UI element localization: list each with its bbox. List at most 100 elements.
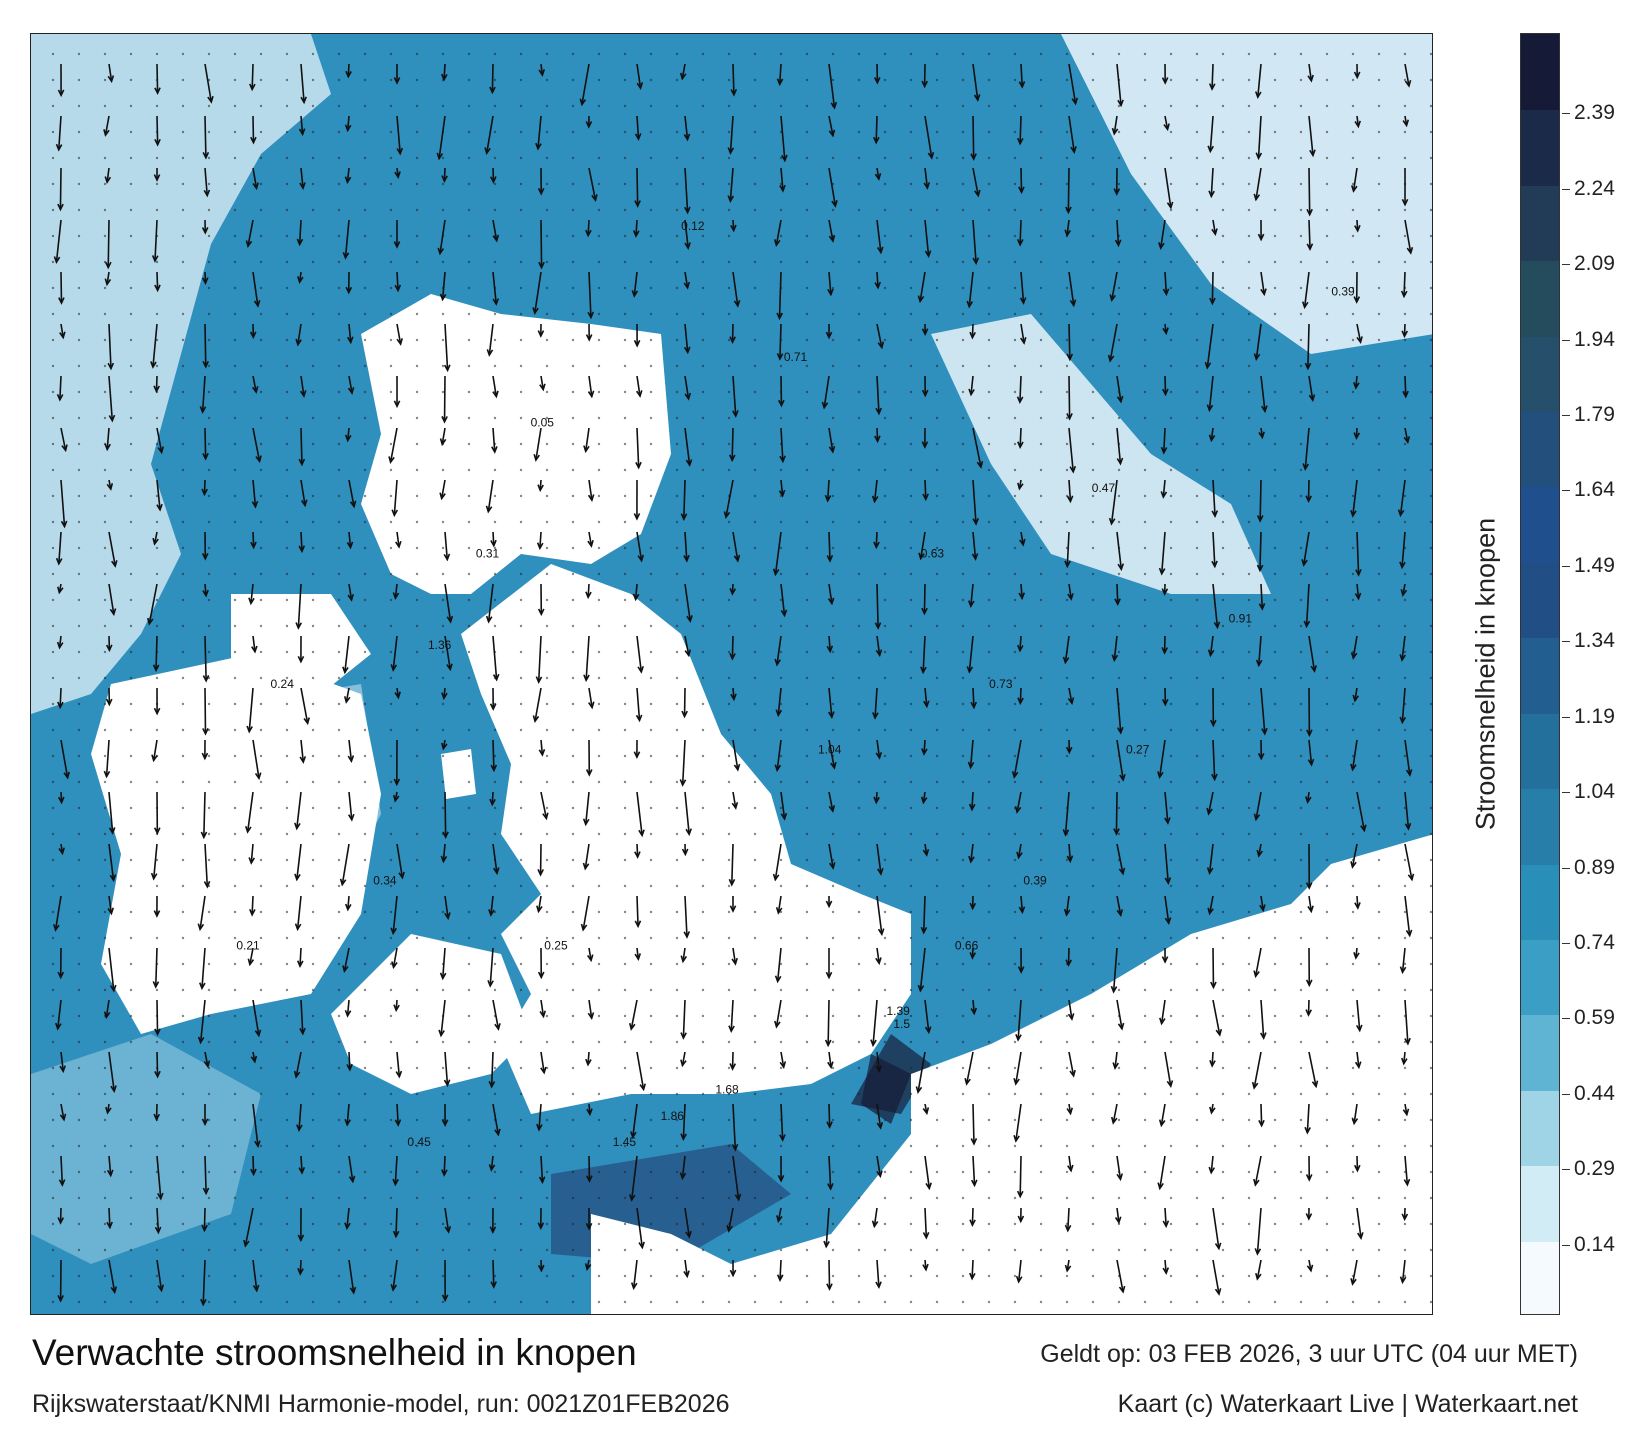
current-arrow [1302,531,1310,566]
grid-dot [1039,1196,1043,1200]
current-arrow [252,271,259,307]
current-arrow [1210,167,1214,197]
current-arrow-head [1064,1224,1072,1233]
grid-dot [701,858,705,862]
current-arrow-head [349,500,357,509]
grid-dot [623,754,627,758]
grid-dot [337,390,341,394]
grid-dot [415,546,419,550]
grid-dot [363,936,367,940]
current-arrow [203,1207,206,1231]
grid-dot [77,260,81,264]
grid-dot [623,312,627,316]
grid-dot [207,1170,211,1174]
grid-dot [857,1196,861,1200]
grid-dot [1247,884,1251,888]
grid-dot [285,910,289,914]
grid-dot [363,806,367,810]
grid-dot [1013,130,1017,134]
current-arrow-head [249,331,257,340]
current-arrow-head [825,971,833,980]
grid-dot [1351,1300,1355,1304]
grid-dot [649,520,653,524]
current-arrow-head [1254,1248,1262,1256]
grid-dot [155,494,159,498]
grid-dot [1325,1274,1329,1278]
grid-dot [415,624,419,628]
grid-dot [337,1170,341,1174]
current-arrow-head [492,298,500,306]
grid-dot [77,494,81,498]
grid-dot [415,1118,419,1122]
speed-value-label: 1.45 [613,1135,637,1149]
grid-dot [1325,286,1329,290]
grid-dot [181,494,185,498]
grid-dot [415,676,419,680]
current-arrow-head [1304,796,1312,805]
grid-dot [441,572,445,576]
current-arrow-head [830,761,837,770]
grid-dot [1247,936,1251,940]
grid-dot [935,1196,939,1200]
grid-dot [675,1196,679,1200]
grid-dot [1429,494,1432,498]
current-arrow [1402,583,1406,596]
grid-dot [1221,1170,1225,1174]
grid-dot [1195,1222,1199,1226]
current-arrow [1401,1259,1406,1283]
grid-dot [1273,130,1277,134]
current-arrow [300,531,303,552]
grid-dot [935,390,939,394]
grid-dot [1429,182,1432,186]
colorbar-tick-mark [1562,641,1570,643]
grid-dot [805,650,809,654]
grid-dot [1065,702,1069,706]
current-arrow [636,635,643,673]
grid-dot [1091,442,1095,446]
current-arrow-head [201,752,209,761]
grid-dot [1143,780,1147,784]
grid-dot [311,884,315,888]
current-arrow [684,635,690,656]
grid-dot [1169,364,1173,368]
grid-dot [675,1040,679,1044]
grid-dot [623,650,627,654]
grid-dot [1169,988,1173,992]
current-arrow-head [248,597,255,606]
current-arrow [1064,791,1070,836]
grid-dot [363,884,367,888]
current-arrow-head [392,1178,399,1187]
grid-dot [233,364,237,368]
current-arrow-head [347,594,355,602]
grid-dot [935,1118,939,1122]
grid-dot [623,520,627,524]
current-arrow [295,791,302,829]
grid-dot [1429,520,1432,524]
grid-dot [337,286,341,290]
grid-dot [571,260,575,264]
map-panel[interactable]: 1.39 1.5 1.36 0.05 1.68 1.86 1.45 1.04 0.63 0.73 0… [30,33,1433,1315]
grid-dot [753,104,757,108]
grid-dot [545,234,549,238]
grid-dot [1429,1196,1432,1200]
grid-dot [545,650,549,654]
current-arrow [681,1155,686,1179]
current-arrow [1116,531,1123,570]
current-arrow [1164,895,1170,924]
current-arrow [492,375,498,397]
grid-dot [1091,312,1095,316]
grid-dot [961,910,965,914]
current-arrow-head [146,617,154,626]
grid-dot [181,806,185,810]
grid-dot [701,208,705,212]
grid-dot [415,468,419,472]
grid-dot [1221,130,1225,134]
current-arrow-head [1116,395,1124,404]
grid-dot [701,1118,705,1122]
current-arrow-head [825,900,833,909]
current-arrow [1212,219,1217,235]
grid-dot [129,390,133,394]
grid-dot [675,208,679,212]
grid-dot [1117,1092,1121,1096]
grid-dot [571,338,575,342]
